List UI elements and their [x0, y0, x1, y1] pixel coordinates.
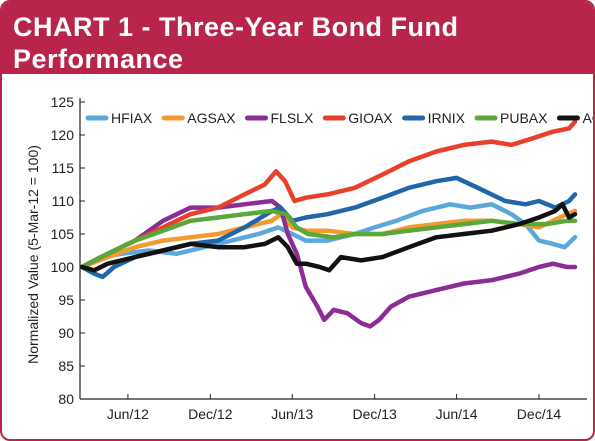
x-tick-label: Dec/14	[517, 406, 562, 422]
y-tick-label: 100	[51, 259, 75, 275]
y-tick-label: 115	[52, 160, 75, 176]
y-tick-label: 80	[58, 391, 74, 407]
x-tick-label: Dec/13	[352, 406, 397, 422]
legend-label-gioax: GIOAX	[348, 110, 393, 126]
y-tick-label: 125	[51, 94, 75, 110]
series-line-pubax	[79, 208, 578, 270]
y-axis-title: Normalized Value (5-Mar-12 = 100)	[25, 145, 41, 364]
y-tick-label: 85	[58, 358, 74, 374]
x-tick-label: Jun/13	[271, 406, 313, 422]
legend-label-agg: AGG	[582, 110, 595, 126]
x-tick-label: Jun/14	[436, 406, 478, 422]
y-tick-label: 95	[58, 292, 74, 308]
chart-title: CHART 1 - Three-Year Bond Fund	[13, 12, 459, 42]
legend-label-agsax: AGSAX	[187, 110, 236, 126]
legend-label-pubax: PUBAX	[500, 110, 548, 126]
y-tick-label: 120	[51, 127, 75, 143]
title-bar: CHART 1 - Three-Year Bond Fund Performan…	[2, 2, 593, 74]
legend-label-irnix: IRNIX	[428, 110, 466, 126]
x-tick-label: Dec/12	[188, 406, 233, 422]
legend-label-hfiax: HFIAX	[111, 110, 153, 126]
series-line-agg	[79, 202, 578, 273]
y-tick-label: 90	[58, 325, 74, 341]
y-tick-label: 110	[52, 193, 75, 209]
y-tick-label: 105	[51, 226, 75, 242]
chart-title-continuation: Performance	[13, 44, 184, 74]
legend-label-flslx: FLSLX	[270, 110, 313, 126]
x-tick-label: Jun/12	[107, 406, 149, 422]
series-line-gioax	[79, 119, 578, 270]
